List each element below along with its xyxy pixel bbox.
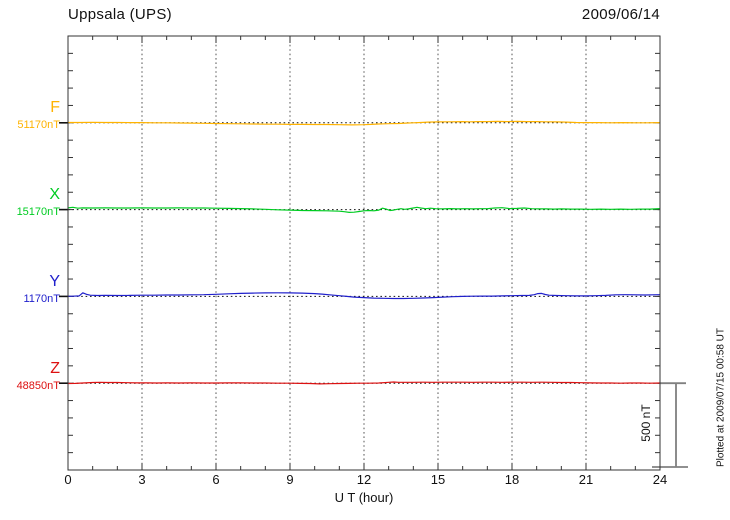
plot-frame (67, 35, 661, 471)
trace-baseline-Z: 48850nT (16, 380, 60, 392)
x-tick-label-24: 24 (652, 472, 668, 487)
x-axis-title: U T (hour) (334, 490, 394, 505)
trace-symbol-X: X (49, 186, 60, 203)
x-tick-label-12: 12 (356, 472, 372, 487)
trace-baseline-X: 15170nT (16, 206, 60, 218)
x-tick-label-3: 3 (138, 472, 146, 487)
x-tick-label-0: 0 (64, 472, 72, 487)
x-tick-label-6: 6 (212, 472, 220, 487)
x-tick-label-9: 9 (286, 472, 294, 487)
trace-baseline-F: 51170nT (17, 119, 60, 131)
trace-Y (68, 292, 661, 300)
trace-label-Z: Z 48850nT (0, 361, 60, 392)
x-tick-label-18: 18 (504, 472, 520, 487)
trace-baseline-Y: 1170nT (23, 293, 61, 305)
trace-symbol-F: F (50, 99, 60, 116)
trace-F (68, 120, 661, 126)
x-tick-label-21: 21 (578, 472, 594, 487)
scale-bar-label: 500 nT (639, 404, 653, 442)
plot-date: 2009/06/14 (581, 6, 660, 23)
page-title: Uppsala (UPS) (68, 6, 172, 23)
trace-Z (67, 381, 661, 385)
trace-label-Y: Y 1170nT (0, 273, 61, 305)
trace-symbol-Y: Y (49, 273, 60, 290)
trace-X (67, 206, 661, 213)
trace-label-X: X 15170nT (0, 187, 60, 218)
trace-label-F: F 51170nT (0, 100, 60, 131)
x-tick-label-15: 15 (430, 472, 446, 487)
trace-symbol-Z: Z (50, 360, 60, 377)
plotted-at-note: Plotted at 2009/07/15 00:58 UT (715, 328, 727, 467)
